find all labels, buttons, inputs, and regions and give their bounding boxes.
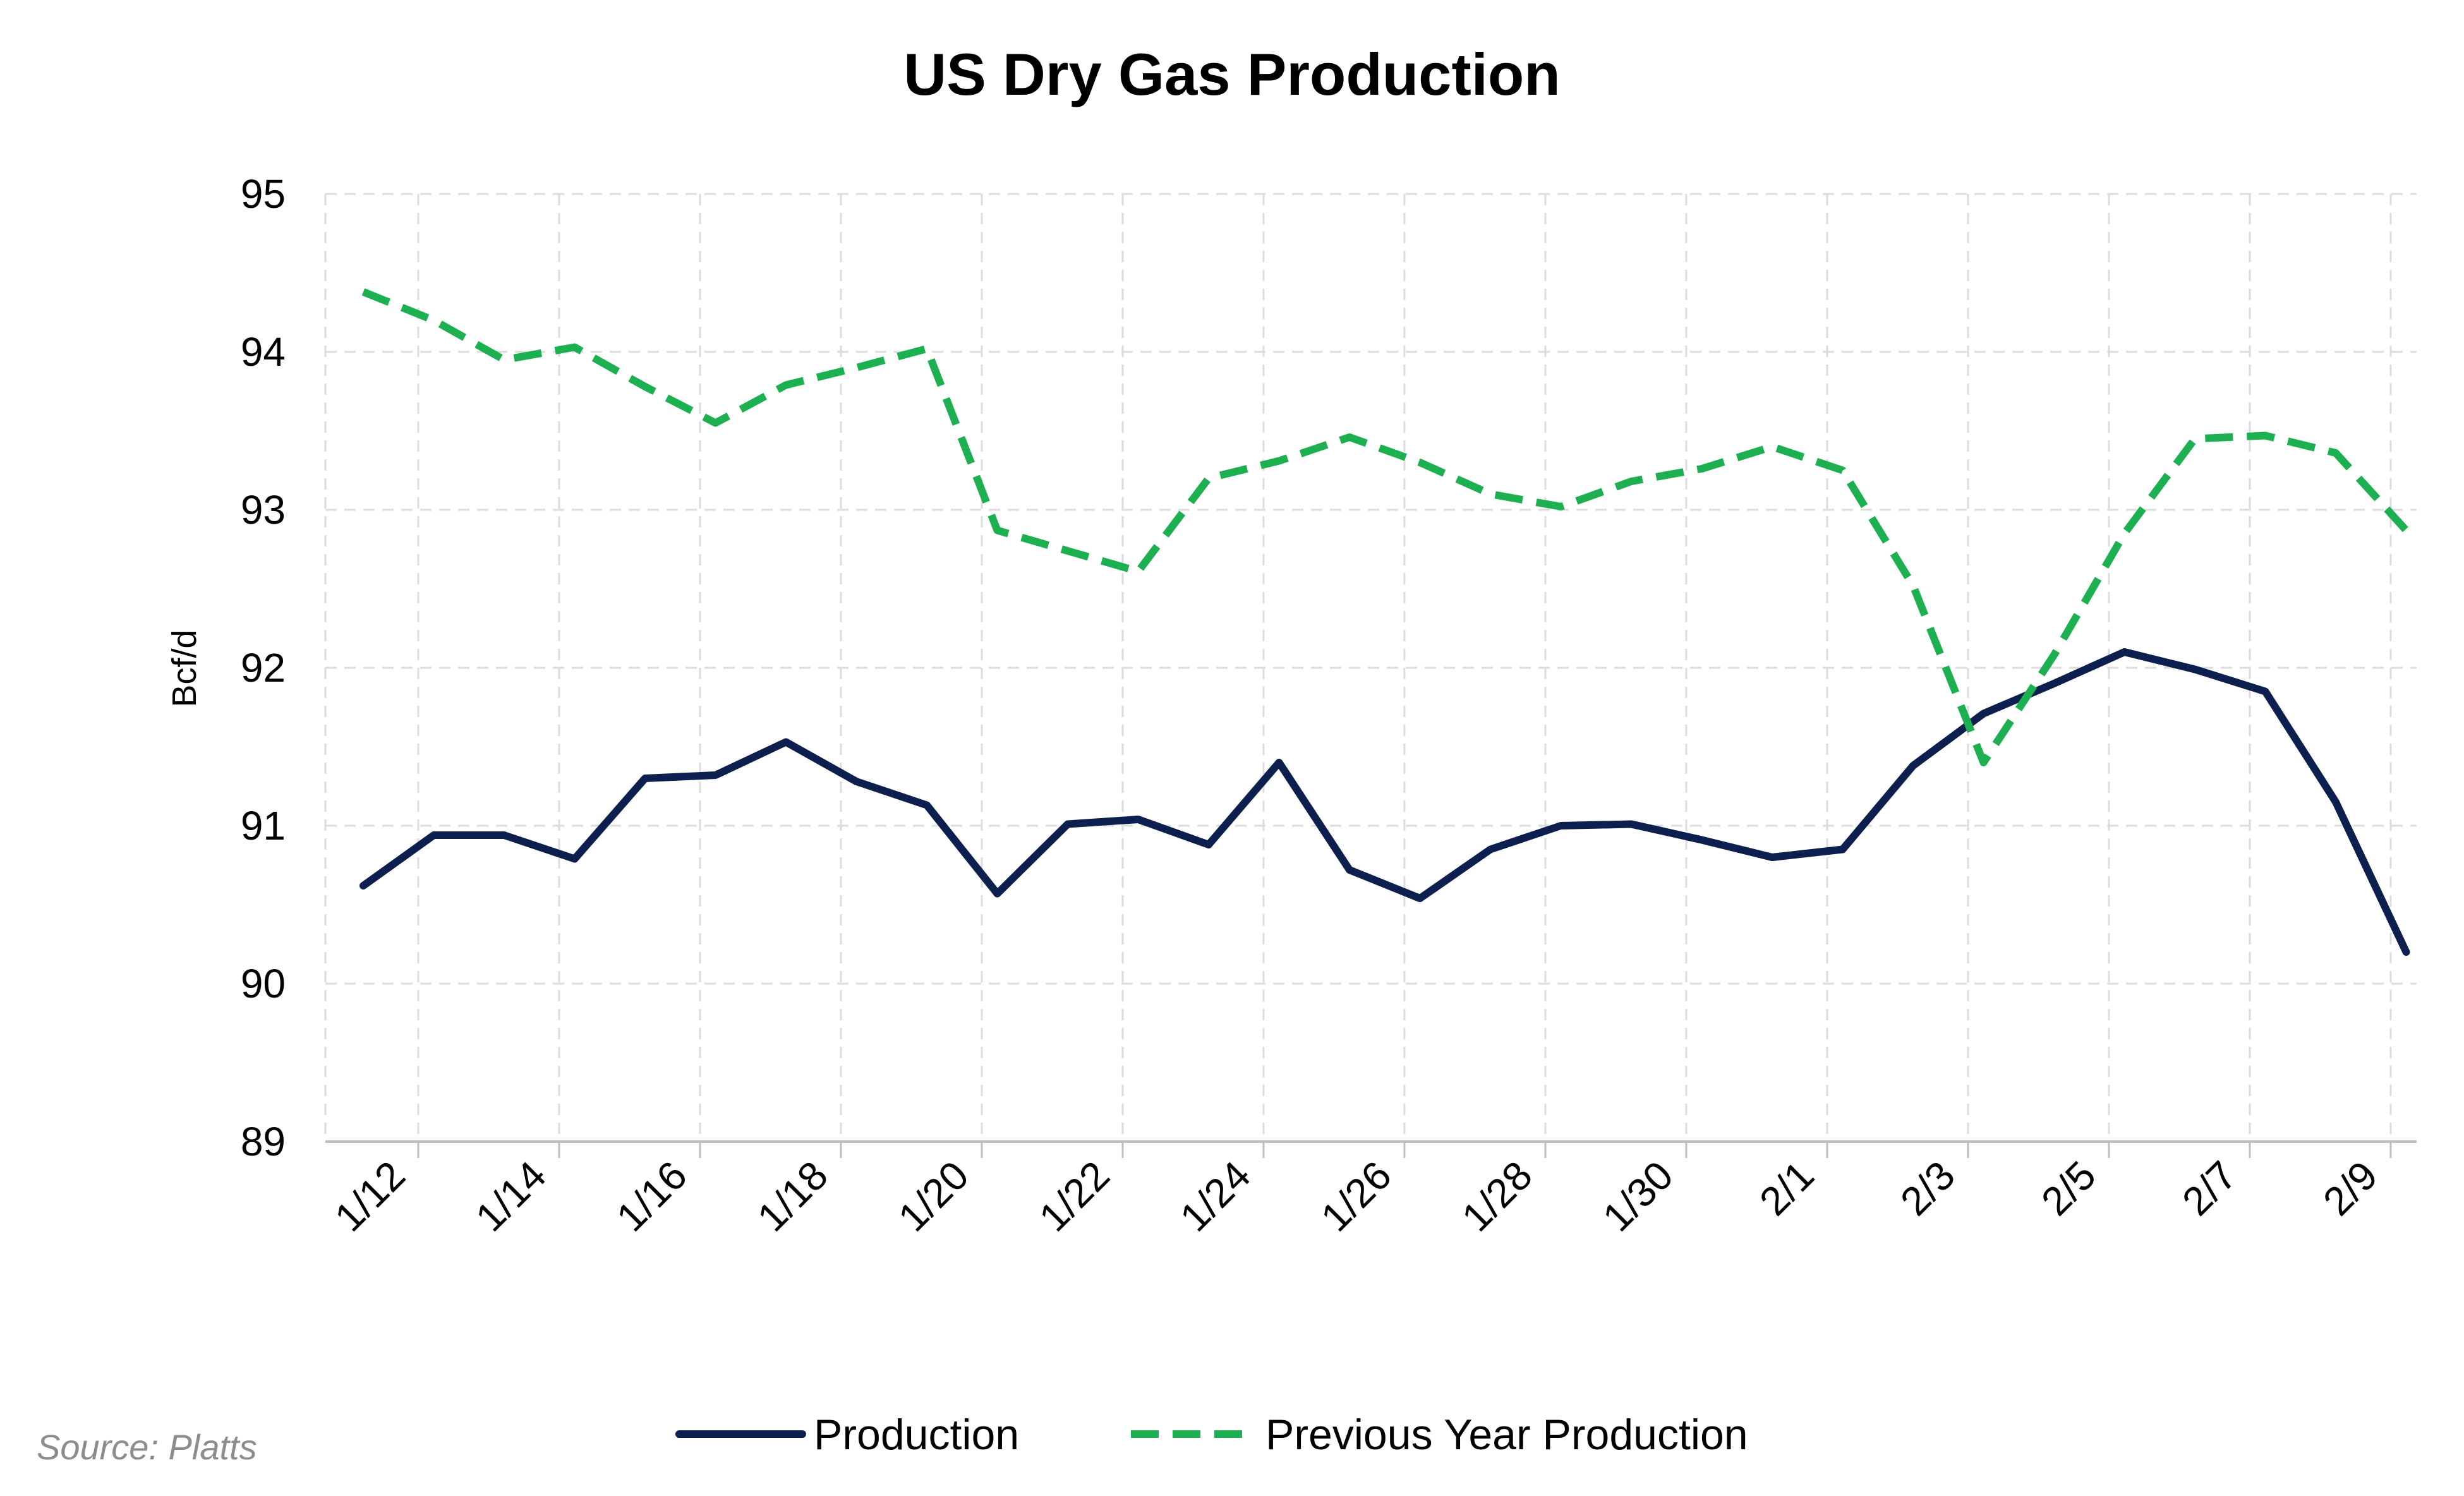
x-tick-label: 2/1 (1751, 1152, 1823, 1224)
chart-title: US Dry Gas Production (903, 41, 1560, 107)
x-tick-label: 1/18 (749, 1152, 836, 1240)
source-note: Source: Platts (37, 1427, 257, 1467)
x-tick-label: 1/26 (1312, 1152, 1400, 1240)
legend: Production Previous Year Production (675, 1411, 1748, 1459)
series-lines (359, 288, 2410, 956)
legend-label: Production (814, 1411, 1019, 1459)
x-tick-label: 1/24 (1171, 1152, 1259, 1240)
x-tick-label: 1/22 (1030, 1152, 1118, 1240)
y-tick-label: 92 (241, 645, 286, 691)
legend-label: Previous Year Production (1265, 1411, 1748, 1459)
x-tick-label: 2/9 (2314, 1152, 2386, 1224)
x-tick-label: 2/3 (1892, 1152, 1964, 1224)
x-tick-label: 1/28 (1453, 1152, 1541, 1240)
previous-year-production-line (361, 288, 2409, 766)
axes: 89 90 91 92 93 94 95 1/12 1/14 1/16 1/18 1/20 1/22 1/… (241, 171, 2417, 1240)
x-tick-label: 1/30 (1594, 1152, 1682, 1240)
y-tick-label: 95 (241, 171, 286, 217)
grid-lines (324, 193, 2417, 1142)
x-tick-label: 1/14 (467, 1152, 555, 1240)
y-tick-label: 93 (241, 487, 286, 533)
y-tick-label: 90 (241, 961, 286, 1006)
x-tick-label: 1/20 (890, 1152, 977, 1240)
x-tick-label: 2/5 (2032, 1152, 2105, 1224)
production-line (359, 648, 2410, 956)
x-tick-label: 1/16 (608, 1152, 696, 1240)
y-axis-title: Bcf/d (166, 629, 203, 707)
y-tick-label: 89 (241, 1119, 286, 1164)
y-tick-label: 91 (241, 803, 286, 848)
y-tick-label: 94 (241, 329, 286, 375)
x-tick-label: 1/12 (326, 1152, 414, 1240)
x-tick-label: 2/7 (2173, 1152, 2245, 1224)
